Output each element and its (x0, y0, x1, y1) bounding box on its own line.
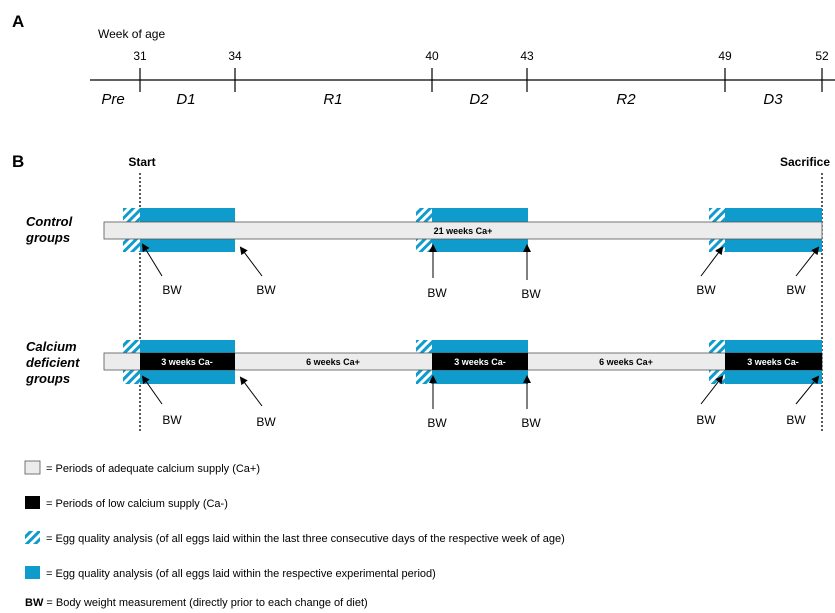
control-arrow-1 (141, 243, 163, 277)
calcium-segment-ca-minus-3 (725, 353, 822, 370)
control-bar-label: 21 weeks Ca+ (434, 226, 493, 236)
legend-text-hatched: = Egg quality analysis (of all eggs laid… (46, 533, 565, 545)
calcium-bw-2: BW (256, 415, 276, 429)
control-bw-1: BW (162, 283, 182, 297)
calcium-bw-arrows (141, 375, 820, 409)
sacrifice-label: Sacrifice (780, 155, 830, 169)
calcium-bw-6: BW (786, 413, 806, 427)
calcium-bw-3: BW (427, 416, 447, 430)
calcium-arrow-6 (795, 375, 820, 405)
calcium-segment-label-4: 6 weeks Ca+ (599, 357, 653, 367)
control-label-1: Control (26, 214, 73, 229)
calcium-bw-labels: BW BW BW BW BW BW (162, 413, 806, 430)
control-bw-4: BW (521, 287, 541, 301)
legend-text-blue: = Egg quality analysis (of all eggs laid… (46, 568, 436, 580)
control-label-2: groups (25, 230, 70, 245)
calcium-segment-label-1: 3 weeks Ca- (161, 357, 213, 367)
period-r1: R1 (323, 91, 342, 108)
control-arrow-6 (795, 246, 820, 277)
calcium-segment-label-5: 3 weeks Ca- (747, 357, 799, 367)
period-d1: D1 (176, 91, 195, 108)
panel-b-letter: B (12, 152, 24, 171)
control-ca-plus-bar (103, 221, 823, 240)
control-bw-6: BW (786, 283, 806, 297)
legend-bw-text: = Body weight measurement (directly prio… (43, 597, 367, 609)
legend-swatch-hatched (25, 531, 40, 544)
tick-label-43: 43 (520, 49, 534, 63)
tick-label-49: 49 (718, 49, 732, 63)
legend-bw-key: BW (25, 597, 44, 609)
calcium-bw-4: BW (521, 416, 541, 430)
legend-text-ca-plus: = Periods of adequate calcium supply (Ca… (46, 463, 260, 475)
legend-bw-row: BW = Body weight measurement (directly p… (25, 597, 368, 609)
calcium-segment-label-3: 3 weeks Ca- (454, 357, 506, 367)
tick-label-40: 40 (425, 49, 439, 63)
period-d3: D3 (763, 91, 783, 108)
calcium-bw-1: BW (162, 413, 182, 427)
period-d2: D2 (469, 91, 489, 108)
calcium-label-2: deficient (26, 355, 80, 370)
legend-text-ca-minus: = Periods of low calcium supply (Ca-) (46, 498, 228, 510)
control-bw-3: BW (427, 286, 447, 300)
timeline-ticks (139, 68, 823, 92)
period-r2: R2 (616, 91, 636, 108)
tick-label-34: 34 (228, 49, 242, 63)
calcium-segment-label-2: 6 weeks Ca+ (306, 357, 360, 367)
week-of-age-title: Week of age (98, 27, 165, 41)
calcium-segment-ca-minus-2 (432, 353, 528, 370)
legend-swatch-ca-plus (24, 460, 41, 475)
tick-label-52: 52 (815, 49, 829, 63)
calcium-bw-5: BW (696, 413, 716, 427)
control-bw-arrows (141, 243, 820, 280)
start-label: Start (128, 155, 155, 169)
calcium-label-3: groups (25, 371, 70, 386)
period-pre: Pre (101, 91, 124, 108)
period-labels: Pre D1 R1 D2 R2 D3 (101, 91, 783, 108)
legend: = Periods of adequate calcium supply (Ca… (24, 460, 565, 609)
control-arrow-5 (700, 246, 724, 277)
calcium-diet-bar: 3 weeks Ca- 6 weeks Ca+ 3 weeks Ca- 6 we… (103, 352, 823, 371)
tick-label-31: 31 (133, 49, 147, 63)
legend-swatch-blue (25, 566, 40, 579)
control-bw-labels: BW BW BW BW BW BW (162, 283, 806, 301)
calcium-arrow-2 (239, 376, 263, 407)
legend-swatch-ca-minus (25, 496, 40, 509)
calcium-arrow-1 (141, 375, 163, 405)
control-bw-2: BW (256, 283, 276, 297)
panel-a-letter: A (12, 12, 24, 31)
control-bw-5: BW (696, 283, 716, 297)
calcium-arrow-5 (700, 375, 724, 405)
calcium-segment-ca-minus-1 (140, 353, 235, 370)
calcium-label-1: Calcium (26, 339, 77, 354)
timeline-tick-labels: 31 34 40 43 49 52 (133, 49, 829, 63)
control-arrow-2 (239, 246, 263, 277)
